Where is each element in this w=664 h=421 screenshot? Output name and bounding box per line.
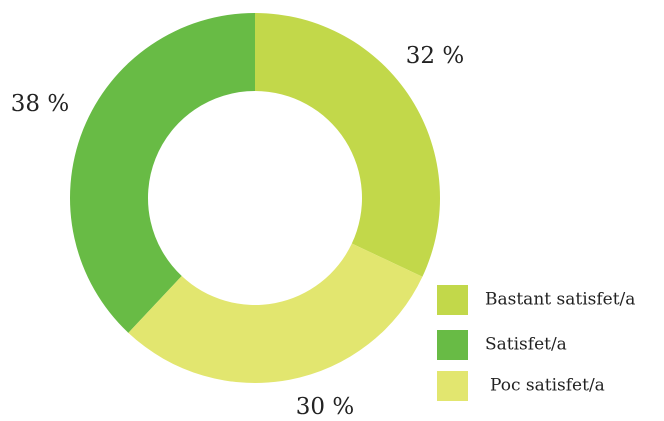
legend-label: Satisfet/a — [485, 335, 567, 355]
donut-slice — [255, 13, 440, 277]
legend-swatch — [437, 371, 468, 401]
donut-slice — [128, 243, 423, 383]
slice-label: 30 % — [296, 394, 354, 420]
legend-label: Bastant satisfet/a — [485, 290, 635, 310]
legend-label: Poc satisfet/a — [490, 376, 605, 396]
slice-label: 32 % — [406, 43, 464, 69]
legend-swatch — [437, 330, 468, 360]
legend-swatch — [437, 285, 468, 315]
donut-slice — [70, 13, 256, 333]
slice-label: 38 % — [11, 91, 69, 117]
